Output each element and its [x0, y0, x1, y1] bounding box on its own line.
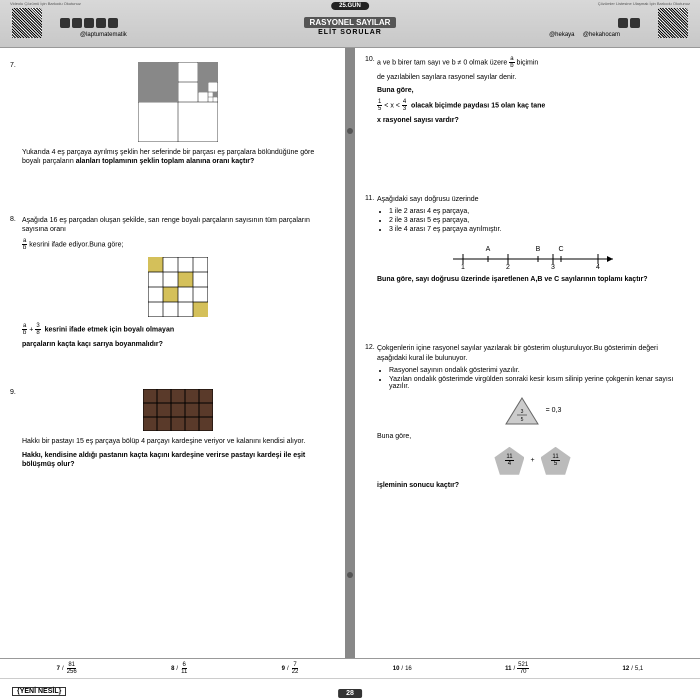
svg-text:2: 2	[506, 264, 510, 269]
svg-text:5: 5	[520, 417, 523, 423]
title-box: RASYONEL SAYILAR ELİT SORULAR	[304, 17, 397, 36]
question-12: 12. Çokgenlerin içine rasyonel sayılar y…	[367, 344, 688, 489]
title-sub: ELİT SORULAR	[304, 29, 397, 36]
pentagon-2: 115	[541, 447, 571, 475]
pentagon-1: 114	[494, 447, 524, 475]
note-right: Çözümler Listesine Ulaşmak İçin Barkodu …	[598, 1, 690, 6]
column-divider	[345, 48, 355, 658]
brand: {YENİ NESİL}	[12, 687, 66, 696]
question-8: 8. Aşağıda 16 eş parçadan oluşan şekilde…	[12, 216, 333, 349]
question-11: 11. Aşağıdaki sayı doğrusu üzerinde 1 il…	[367, 195, 688, 284]
q8-figure	[148, 257, 208, 317]
svg-text:1: 1	[461, 264, 465, 269]
svg-text:3: 3	[551, 264, 555, 269]
svg-text:C: C	[558, 246, 563, 253]
social-left	[60, 18, 118, 28]
title-main: RASYONEL SAYILAR	[304, 17, 397, 28]
q7-figure	[138, 62, 218, 142]
question-9: 9. Hakkı bir pastayı 15 eş parçaya bölüp…	[12, 389, 333, 468]
triangle-icon: 35	[504, 396, 540, 426]
handle-right: @hekaya @hekahocam	[549, 32, 620, 38]
right-column: 10. a ve b birer tam sayı ve b ≠ 0 olmak…	[355, 48, 700, 658]
qr-left	[12, 8, 42, 38]
svg-text:B: B	[535, 246, 540, 253]
social-right	[618, 18, 640, 28]
question-7: 7. Yukarıda 4 eş parçaya ayrılmış şeklin…	[12, 62, 333, 166]
left-column: 7. Yukarıda 4 eş parçaya ayrılmış şeklin…	[0, 48, 345, 658]
day-badge: 25.GÜN	[331, 2, 369, 10]
question-10: 10. a ve b birer tam sayı ve b ≠ 0 olmak…	[367, 56, 688, 125]
footer: 7 / 81256 8 / 611 9 / 722 10 / 16 11 / 5…	[0, 658, 700, 700]
svg-text:3: 3	[520, 409, 523, 415]
svg-text:4: 4	[596, 264, 600, 269]
handle-left: @laptumatematik	[80, 32, 127, 38]
svg-text:A: A	[485, 246, 490, 253]
page-number: 28	[338, 689, 362, 698]
note-left: Videolu Çözümü İçin Barkodu Okutunuz	[10, 1, 81, 6]
qr-right	[658, 8, 688, 38]
answer-key: 7 / 81256 8 / 611 9 / 722 10 / 16 11 / 5…	[0, 659, 700, 679]
q9-figure	[143, 389, 213, 431]
header: Videolu Çözümü İçin Barkodu Okutunuz Çöz…	[0, 0, 700, 48]
number-line: 1 2 3 4 A B C	[443, 239, 623, 269]
